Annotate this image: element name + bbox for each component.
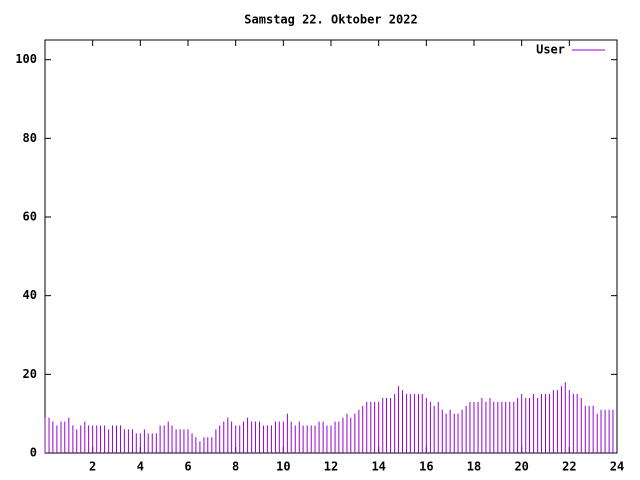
legend-label: User [536,43,565,57]
x-tick-label: 14 [371,460,385,474]
x-tick-label: 4 [137,460,144,474]
y-tick-label: 40 [23,288,37,302]
x-tick-label: 6 [184,460,191,474]
y-tick-label: 100 [15,52,37,66]
y-tick-label: 80 [23,131,37,145]
x-tick-label: 18 [467,460,481,474]
x-tick-label: 24 [610,460,624,474]
x-tick-label: 12 [324,460,338,474]
x-tick-label: 20 [514,460,528,474]
plot-frame [44,39,618,454]
y-tick-label: 0 [30,446,37,460]
x-tick-label: 10 [276,460,290,474]
x-tick-label: 2 [89,460,96,474]
x-tick-label: 8 [232,460,239,474]
y-tick-label: 20 [23,367,37,381]
x-tick-label: 16 [419,460,433,474]
chart-title: Samstag 22. Oktober 2022 [244,13,417,27]
x-tick-label: 22 [562,460,576,474]
y-tick-label: 60 [23,210,37,224]
